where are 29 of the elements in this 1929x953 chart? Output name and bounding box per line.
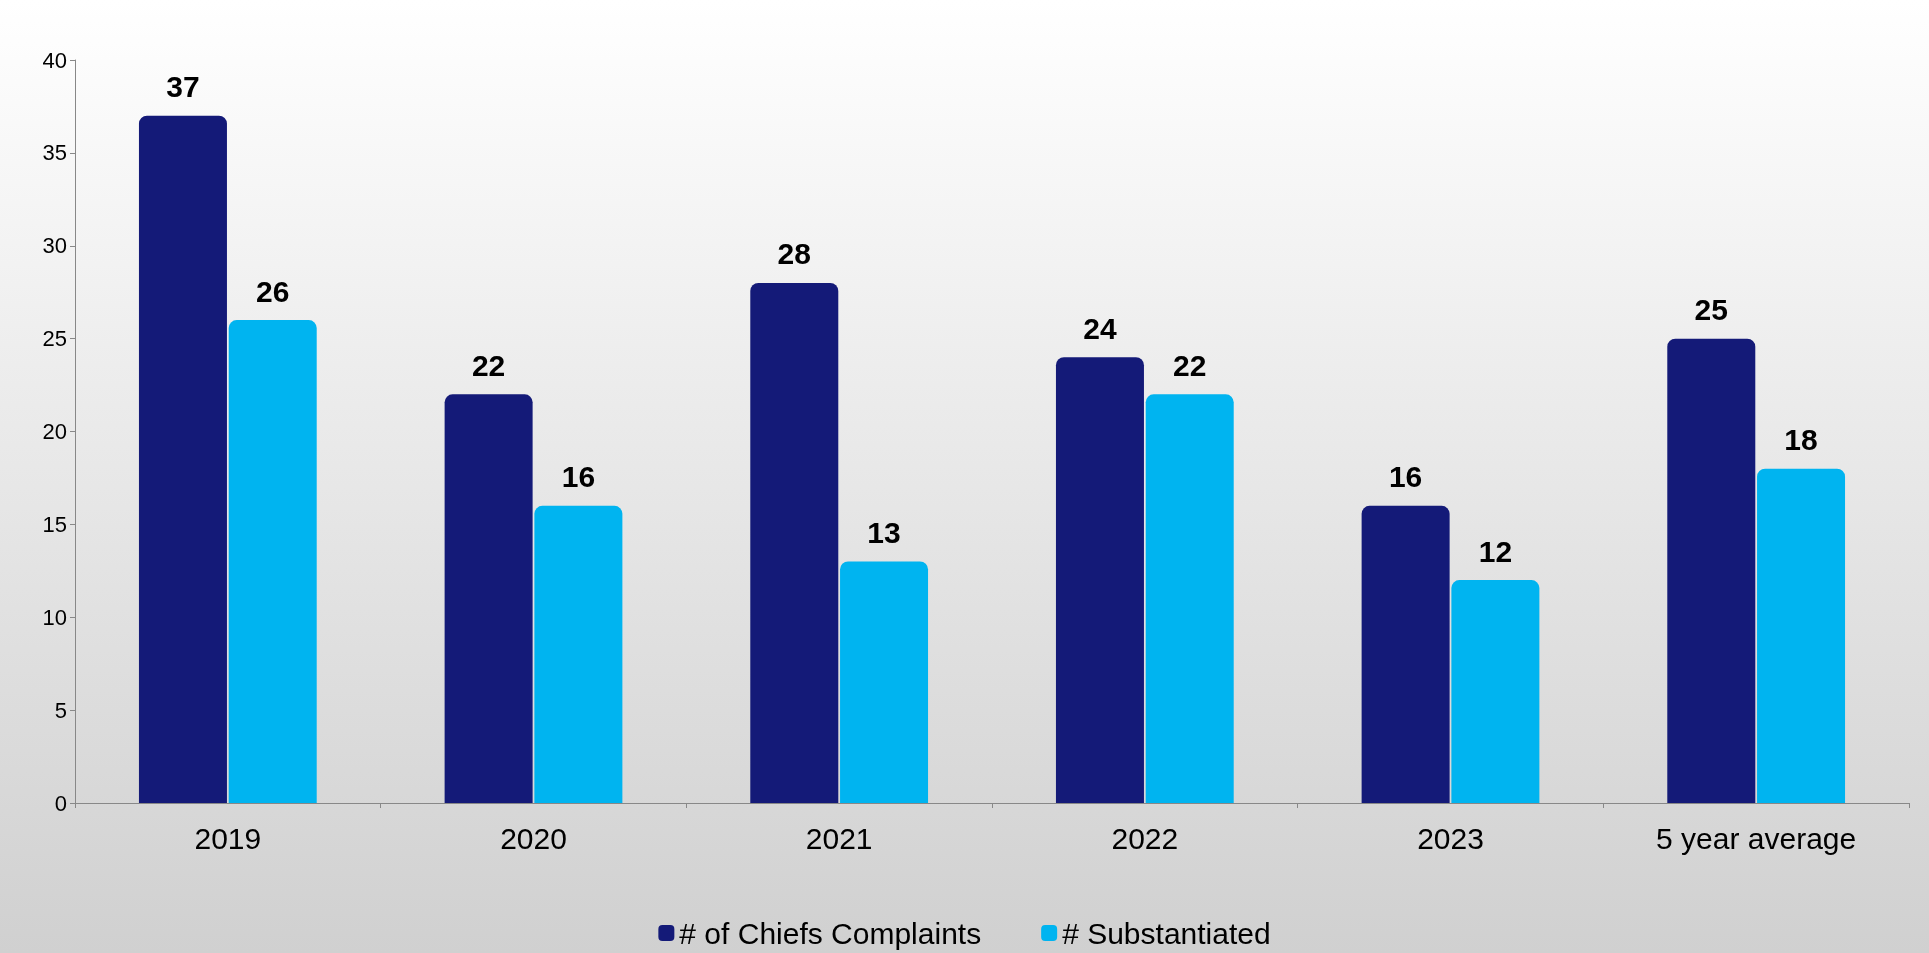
y-tick-label: 0	[54, 790, 67, 816]
data-label: 37	[166, 70, 200, 104]
x-tick-label: 2019	[194, 821, 262, 855]
data-label: 16	[561, 460, 596, 494]
y-tick-label: 5	[54, 697, 67, 723]
y-tick-label: 30	[42, 233, 67, 259]
data-label: 18	[1784, 423, 1818, 457]
y-tick-label: 25	[42, 326, 67, 352]
x-tick-label: 2023	[1417, 821, 1484, 855]
y-tick-label: 40	[42, 47, 67, 73]
data-label: 26	[256, 274, 290, 308]
x-tick-label: 2021	[805, 821, 873, 855]
y-tick-label: 20	[42, 419, 67, 444]
data-label: 24	[1083, 311, 1117, 345]
y-tick-label: 15	[42, 511, 67, 537]
x-tick-label: 2022	[1111, 821, 1179, 855]
legend-label: # Substantiated	[1062, 916, 1271, 950]
y-tick-label: 35	[42, 140, 67, 166]
data-label: 12	[1478, 534, 1513, 568]
legend-label: # of Chiefs Complaints	[679, 916, 982, 950]
data-label: 25	[1694, 293, 1728, 327]
data-label: 28	[777, 237, 811, 271]
data-label: 16	[1388, 460, 1423, 494]
x-tick-label: 5 year average	[1656, 821, 1857, 855]
data-label: 22	[471, 348, 506, 382]
y-tick-label: 10	[42, 604, 67, 630]
data-label: 22	[1173, 348, 1207, 382]
data-label: 13	[867, 516, 901, 550]
x-tick-label: 2020	[500, 821, 567, 855]
